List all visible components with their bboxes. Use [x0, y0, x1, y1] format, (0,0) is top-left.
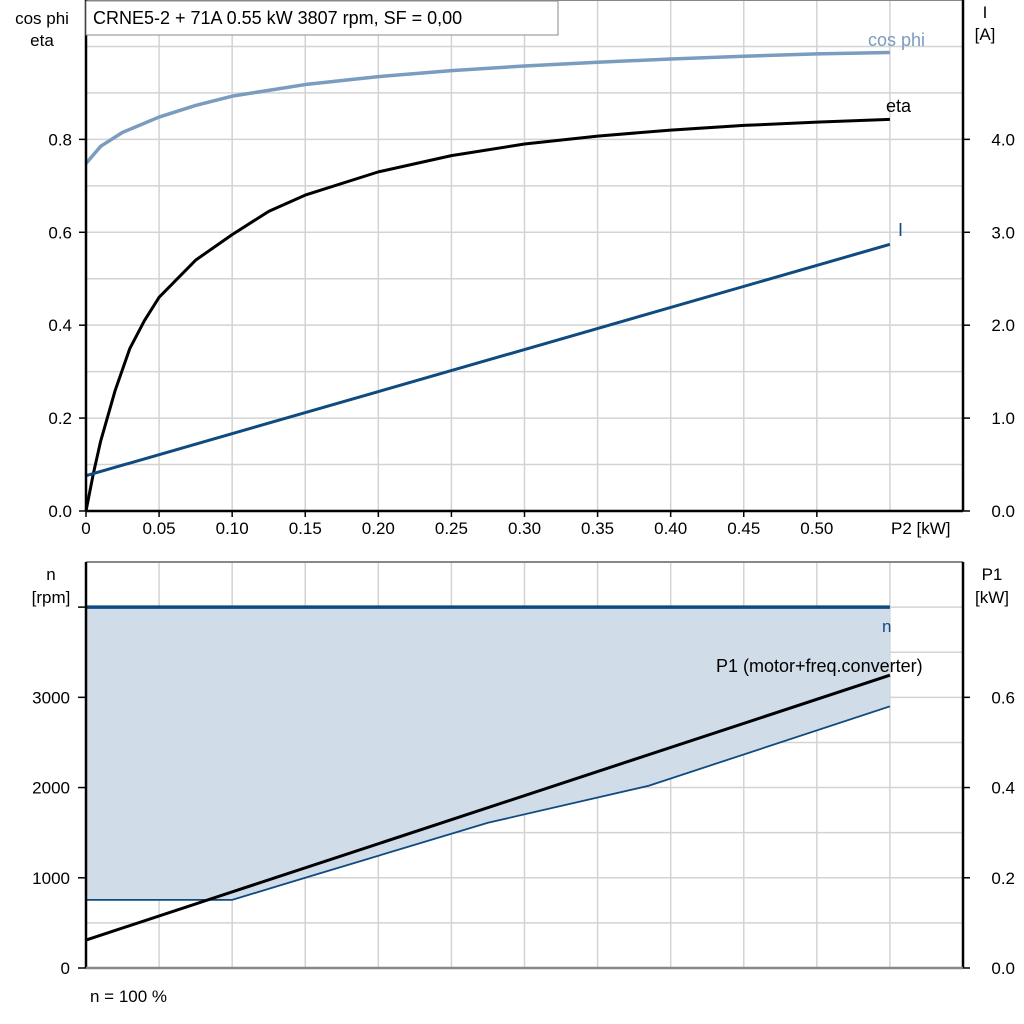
- series-cosphi-line: [84, 50, 890, 165]
- series-p1-line: [85, 673, 891, 942]
- x-tick-label: 0.15: [289, 519, 322, 538]
- x-tick-label: 0.40: [654, 519, 687, 538]
- y-tick-label-left: 2000: [32, 779, 70, 798]
- y-tick-label-left: 3000: [32, 688, 70, 707]
- speed-range-fill: [86, 607, 890, 900]
- series-label-n: n: [882, 617, 891, 636]
- y-tick-label-right: 0.6: [991, 688, 1015, 707]
- footer-speed-note: n = 100 %: [90, 987, 167, 1006]
- y-tick-label-left: 0.6: [48, 223, 72, 242]
- bottom-right-axis-label-p1: P1: [982, 565, 1003, 584]
- labels: 0 0.05 0.10 0.15 0.20 0.25 0.30 0.35 0.40 0.45 0.5…: [32, 130, 1015, 978]
- series-label-eta: eta: [886, 96, 912, 116]
- speed-range-area: [86, 607, 890, 900]
- y-tick-label-right: 2.0: [991, 316, 1015, 335]
- y-tick-label-right: 1.0: [991, 409, 1015, 428]
- x-tick-label: 0.05: [143, 519, 176, 538]
- x-tick-label: 0.35: [581, 519, 614, 538]
- y-tick-label-left: 0.2: [48, 409, 72, 428]
- y-tick-label-right: 4.0: [991, 130, 1015, 149]
- y-tick-label-right: 0.0: [991, 959, 1015, 978]
- x-tick-label: 0.10: [216, 519, 249, 538]
- y-tick-label-right: 0.0: [991, 502, 1015, 521]
- top-grid: [86, 0, 963, 511]
- bottom-left-axis-unit-rpm: [rpm]: [32, 588, 71, 607]
- series-label-p1: P1 (motor+freq.converter): [716, 656, 923, 676]
- bottom-left-axis-label-n: n: [46, 565, 55, 584]
- y-tick-label-left: 0.8: [48, 130, 72, 149]
- y-tick-label-right: 0.4: [991, 779, 1015, 798]
- series-label-cosphi: cos phi: [868, 30, 925, 50]
- x-axis-label: P2 [kW]: [891, 519, 951, 538]
- left-axis-label-cosphi: cos phi: [15, 9, 69, 28]
- y-tick-label-right: 3.0: [991, 223, 1015, 242]
- left-axis-label-eta: eta: [30, 31, 54, 50]
- axes: [78, 0, 970, 970]
- x-tick-label: 0.45: [727, 519, 760, 538]
- y-tick-label-left: 0: [61, 959, 70, 978]
- series-eta-line: [84, 117, 890, 512]
- x-tick-label: 0: [81, 519, 90, 538]
- chart-title: CRNE5-2 + 71A 0.55 kW 3807 rpm, SF = 0,0…: [93, 8, 462, 28]
- right-axis-label-i: I: [983, 3, 988, 22]
- title-box: [85, 0, 559, 36]
- x-tick-label: 0.50: [800, 519, 833, 538]
- y-tick-label-left: 0.4: [48, 316, 72, 335]
- series-marks: [84, 50, 891, 942]
- series-current-line: [85, 242, 891, 478]
- y-tick-label-left: 0.0: [48, 502, 72, 521]
- x-tick-label: 0.25: [435, 519, 468, 538]
- series-label-i: I: [898, 220, 903, 240]
- x-tick-label: 0.30: [508, 519, 541, 538]
- bottom-right-axis-unit-kw: [kW]: [975, 588, 1009, 607]
- x-tick-label: 0.20: [362, 519, 395, 538]
- y-tick-label-left: 1000: [32, 869, 70, 888]
- right-axis-unit-a: [A]: [975, 25, 996, 44]
- y-tick-label-right: 0.2: [991, 869, 1015, 888]
